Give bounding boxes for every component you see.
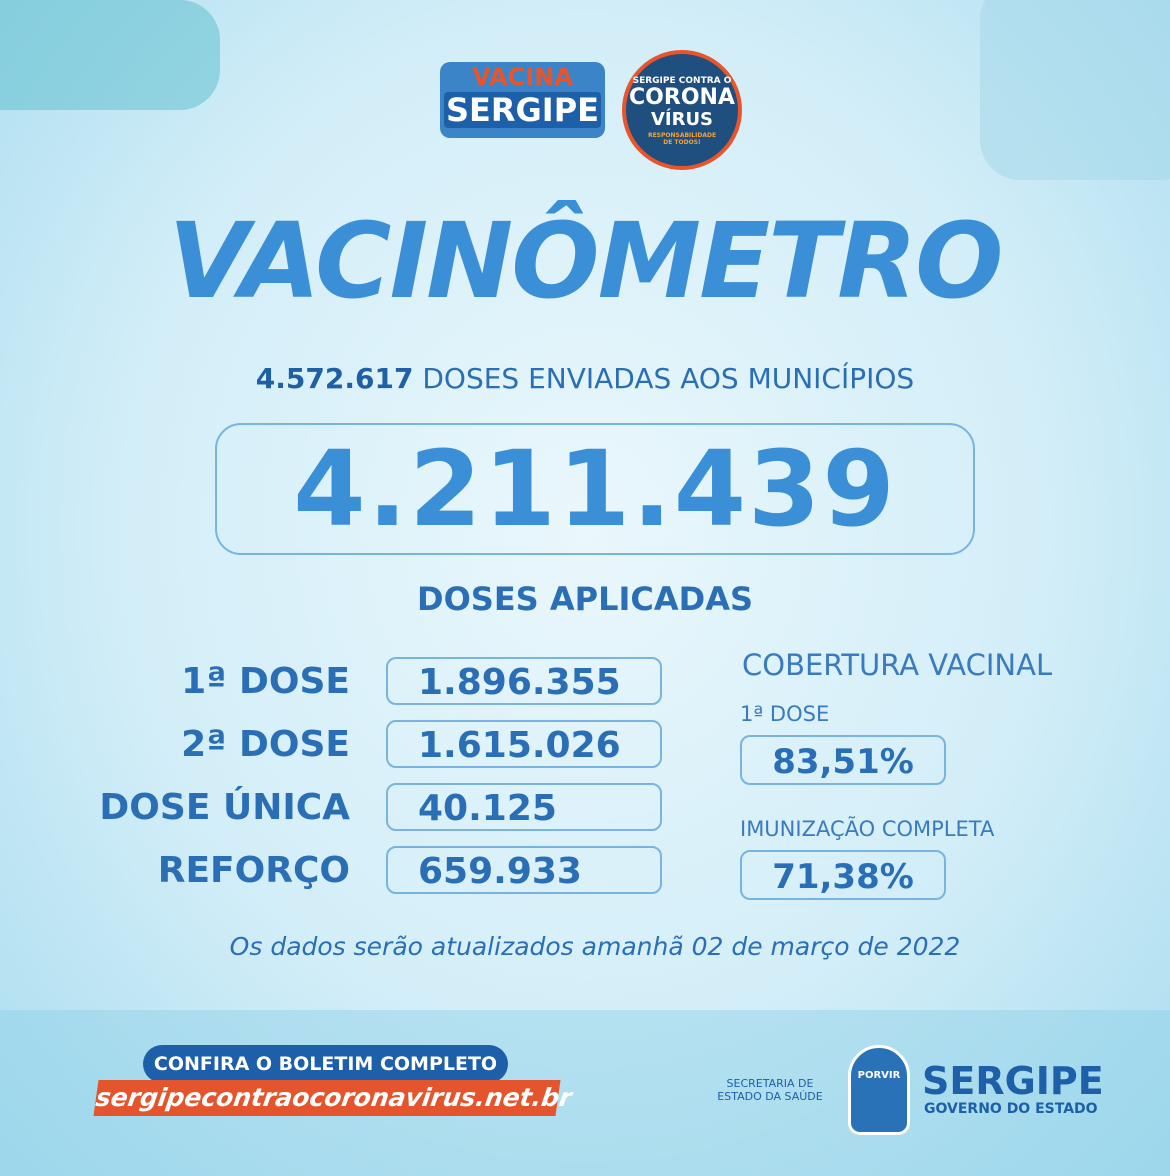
logo-vacina: VACINA SERGIPE bbox=[440, 62, 605, 138]
logo-text: SERGIPE bbox=[444, 92, 601, 128]
dose-value: 1.615.026 bbox=[386, 720, 662, 768]
logo-text: CORONA bbox=[626, 86, 738, 110]
coverage-title: COBERTURA VACINAL bbox=[742, 648, 1052, 682]
coverage-value: 71,38% bbox=[740, 850, 946, 900]
secretaria: SECRETARIA DE ESTADO DA SAÚDE bbox=[710, 1077, 830, 1103]
decor bbox=[0, 0, 220, 110]
cta[interactable]: CONFIRA O BOLETIM COMPLETO bbox=[143, 1045, 508, 1083]
state-name: SERGIPE bbox=[922, 1062, 1104, 1100]
decor bbox=[980, 0, 1170, 180]
dose-label: 2ª DOSE bbox=[0, 724, 350, 765]
total-number: 4.211.439 bbox=[215, 423, 975, 555]
dose-label: 1ª DOSE bbox=[0, 661, 350, 702]
sent-label: DOSES ENVIADAS AOS MUNICÍPIOS bbox=[422, 362, 914, 395]
dose-value: 659.933 bbox=[386, 846, 662, 894]
logo-corona: SERGIPE CONTRA O CORONA VÍRUS RESPONSABI… bbox=[622, 50, 742, 170]
title: VACINÔMETRO bbox=[0, 200, 1170, 322]
emblem: PORVIR bbox=[848, 1045, 910, 1135]
coverage-label: 1ª DOSE bbox=[740, 702, 829, 726]
dose-label: DOSE ÚNICA bbox=[0, 787, 350, 828]
coverage-label: IMUNIZAÇÃO COMPLETA bbox=[740, 817, 994, 841]
logo-text: VÍRUS bbox=[626, 110, 738, 130]
coverage-value: 83,51% bbox=[740, 735, 946, 785]
dose-value: 40.125 bbox=[386, 783, 662, 831]
dose-value: 1.896.355 bbox=[386, 657, 662, 705]
logo-text: RESPONSABILIDADE DE TODOS! bbox=[626, 130, 738, 146]
government: GOVERNO DO ESTADO bbox=[924, 1101, 1098, 1117]
dose-label: REFORÇO bbox=[0, 850, 350, 891]
logo-text: VACINA bbox=[440, 62, 605, 92]
infographic: VACINA SERGIPE SERGIPE CONTRA O CORONA V… bbox=[0, 0, 1170, 1176]
sent-number: 4.572.617 bbox=[256, 362, 414, 395]
note: Os dados serão atualizados amanhã 02 de … bbox=[0, 932, 1170, 961]
applied-label: DOSES APLICADAS bbox=[0, 580, 1170, 618]
sent-line: 4.572.617 DOSES ENVIADAS AOS MUNICÍPIOS bbox=[0, 362, 1170, 395]
url[interactable]: sergipecontraocoronavirus.net.br bbox=[93, 1080, 560, 1116]
